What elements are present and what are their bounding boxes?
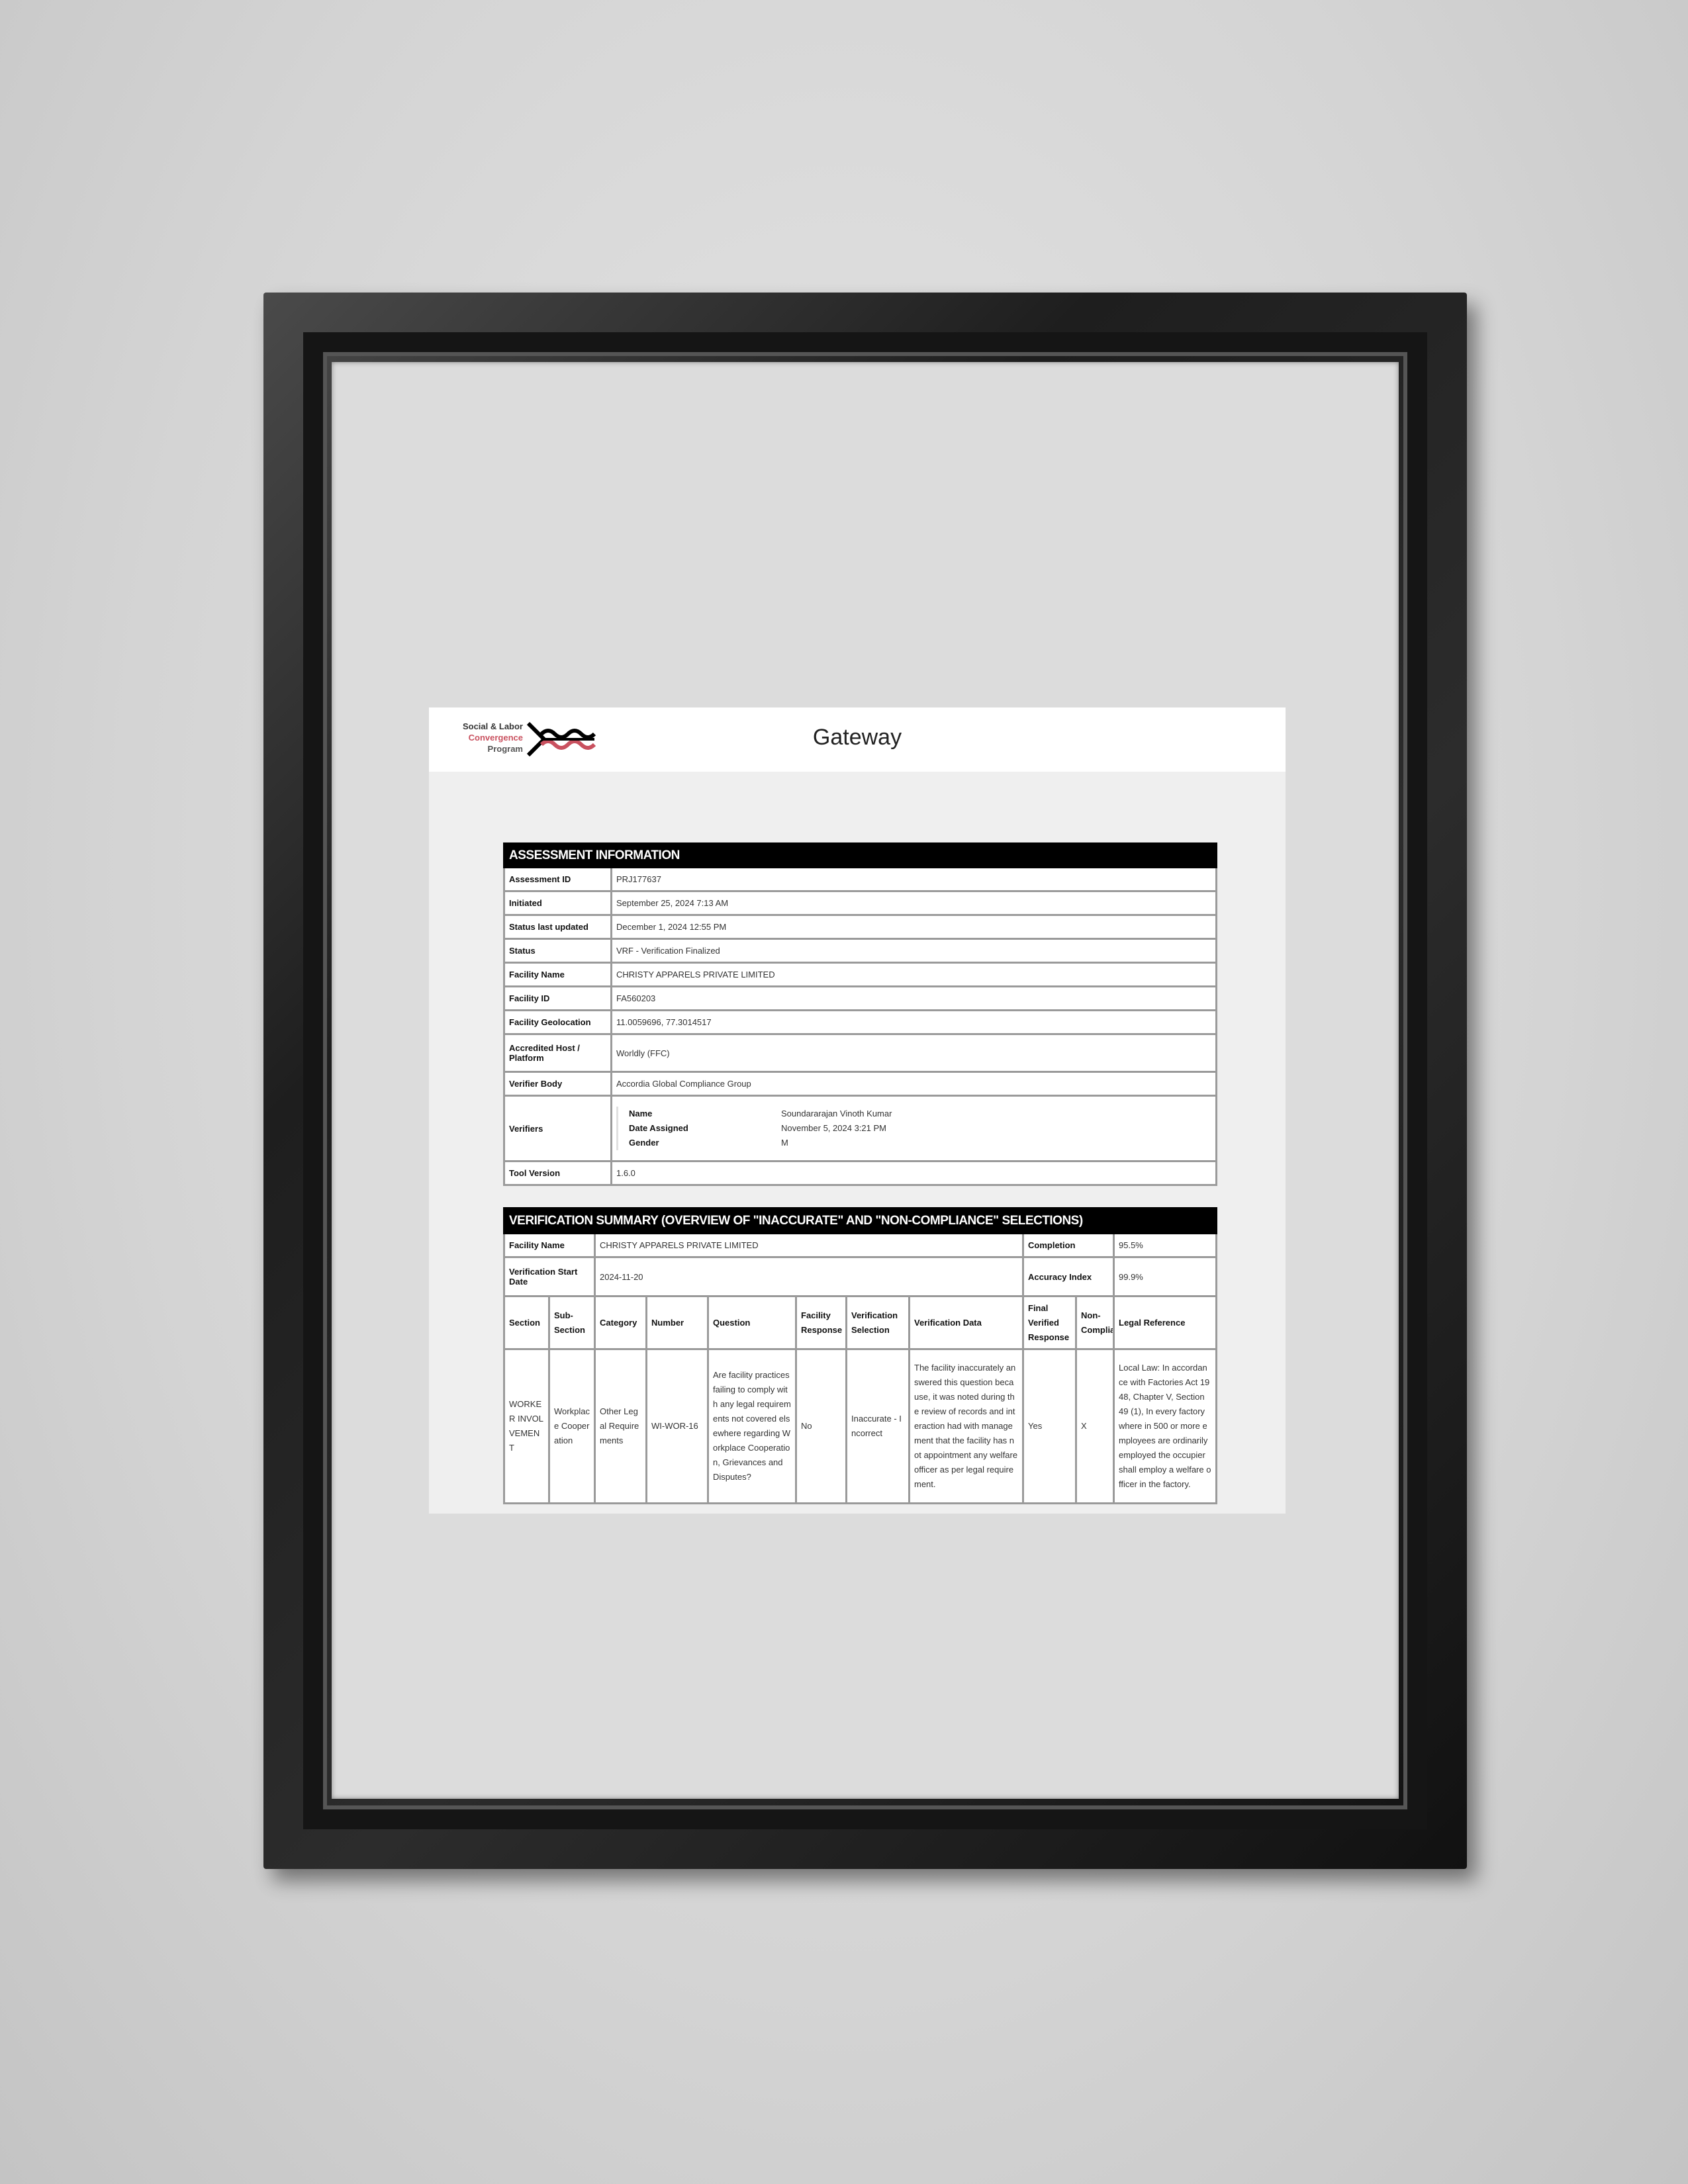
accuracy-value: 99.9% — [1113, 1256, 1217, 1297]
field-value: FA560203 — [610, 985, 1217, 1011]
verifier-gender: M — [781, 1138, 788, 1148]
field-value: VRF - Verification Finalized — [610, 938, 1217, 964]
field-value: CHRISTY APPARELS PRIVATE LIMITED — [610, 962, 1217, 987]
verifier-date: November 5, 2024 3:21 PM — [781, 1123, 886, 1133]
column-header: Section — [503, 1295, 550, 1350]
logo-line: Social & Labor — [462, 721, 523, 731]
section-heading: ASSESSMENT INFORMATION — [503, 842, 1217, 868]
field-value: Accordia Global Compliance Group — [610, 1071, 1217, 1097]
picture-frame: Social & Labor Convergence Program Gatew… — [263, 293, 1467, 1869]
field-value: 11.0059696, 77.3014517 — [610, 1009, 1217, 1035]
field-value: September 25, 2024 7:13 AM — [610, 890, 1217, 916]
field-label: Facility ID — [503, 985, 612, 1011]
field-value: 1.6.0 — [610, 1160, 1217, 1186]
field-label: Status last updated — [503, 914, 612, 940]
field-label: Verifier Body — [503, 1071, 612, 1097]
verifier-gender-label: Gender — [629, 1138, 659, 1148]
table-cell: The facility inaccurately answered this … — [908, 1348, 1024, 1504]
verifier-name-label: Name — [629, 1109, 653, 1118]
verification-summary-table: VERIFICATION SUMMARY (OVERVIEW OF "INACC… — [503, 1207, 1217, 1504]
column-header: Number — [645, 1295, 709, 1350]
field-label: Assessment ID — [503, 866, 612, 892]
logo-mark-icon — [526, 722, 596, 756]
field-value: CHRISTY APPARELS PRIVATE LIMITED — [594, 1232, 1024, 1258]
verifiers-value: Name Soundararajan Vinoth Kumar Date Assi… — [610, 1095, 1217, 1162]
table-cell: Are facility practices failing to comply… — [707, 1348, 797, 1504]
column-header: Final Verified Response — [1022, 1295, 1077, 1350]
completion-value: 95.5% — [1113, 1232, 1217, 1258]
column-header: Legal Reference — [1113, 1295, 1217, 1350]
field-label: Facility Geolocation — [503, 1009, 612, 1035]
table-cell: Local Law: In accordance with Factories … — [1113, 1348, 1217, 1504]
field-label: Accredited Host / Platform — [503, 1033, 612, 1073]
assessment-information-table: ASSESSMENT INFORMATION Assessment ID PRJ1… — [503, 842, 1217, 1186]
table-cell: Yes — [1022, 1348, 1077, 1504]
table-cell: X — [1075, 1348, 1115, 1504]
field-label: Facility Name — [503, 962, 612, 987]
field-value: 2024-11-20 — [594, 1256, 1024, 1297]
column-header: Verification Data — [908, 1295, 1024, 1350]
field-value: PRJ177637 — [610, 866, 1217, 892]
field-label: Status — [503, 938, 612, 964]
field-label: Verifiers — [503, 1095, 612, 1162]
field-label: Verification Start Date — [503, 1256, 596, 1297]
logo-line: Convergence — [468, 733, 523, 743]
field-label: Facility Name — [503, 1232, 596, 1258]
field-label: Initiated — [503, 890, 612, 916]
verifier-name: Soundararajan Vinoth Kumar — [781, 1109, 892, 1118]
page-title: Gateway — [812, 725, 902, 750]
table-cell: Other Legal Requirements — [594, 1348, 647, 1504]
logo-line: Program — [487, 744, 523, 754]
frame-mat: Social & Labor Convergence Program Gatew… — [332, 362, 1399, 1799]
document-page: Social & Labor Convergence Program Gatew… — [429, 707, 1286, 1514]
column-header: Non-Compliance — [1075, 1295, 1115, 1350]
document-header: Social & Labor Convergence Program Gatew… — [429, 707, 1286, 772]
field-label: Completion — [1022, 1232, 1115, 1258]
field-label: Tool Version — [503, 1160, 612, 1186]
table-cell: Workplace Cooperation — [548, 1348, 596, 1504]
field-value: December 1, 2024 12:55 PM — [610, 914, 1217, 940]
field-value: Worldly (FFC) — [610, 1033, 1217, 1073]
section-heading: VERIFICATION SUMMARY (OVERVIEW OF "INACC… — [503, 1207, 1217, 1234]
column-header: Verification Selection — [845, 1295, 910, 1350]
table-cell: WI-WOR-16 — [645, 1348, 709, 1504]
slcp-logo: Social & Labor Convergence Program — [445, 721, 604, 760]
field-label: Accuracy Index — [1022, 1256, 1115, 1297]
column-header: Sub-Section — [548, 1295, 596, 1350]
column-header: Question — [707, 1295, 797, 1350]
column-header: Category — [594, 1295, 647, 1350]
table-cell: Inaccurate - Incorrect — [845, 1348, 910, 1504]
column-header: Facility Response — [795, 1295, 847, 1350]
table-cell: WORKER INVOLVEMENT — [503, 1348, 550, 1504]
verifier-date-label: Date Assigned — [629, 1123, 688, 1133]
table-cell: No — [795, 1348, 847, 1504]
